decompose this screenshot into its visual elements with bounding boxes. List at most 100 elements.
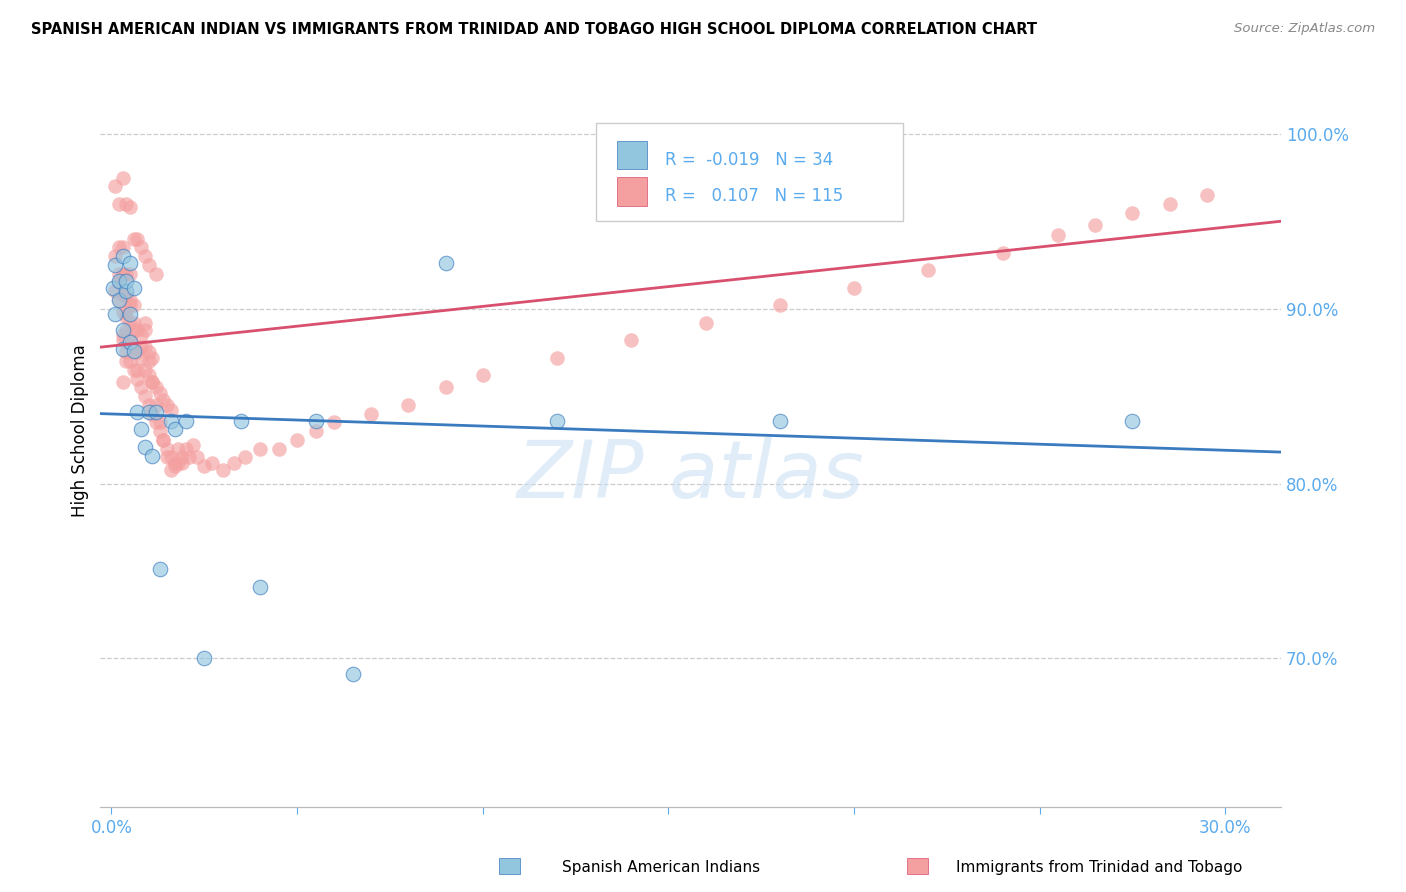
Point — [115, 323, 138, 337]
Point — [1195, 188, 1218, 202]
Point — [111, 267, 134, 281]
Point — [769, 298, 792, 312]
Point — [122, 323, 145, 337]
Point — [138, 398, 160, 412]
Point — [103, 281, 125, 295]
Point — [249, 442, 271, 456]
Point — [186, 450, 208, 465]
Point — [141, 351, 163, 365]
Point — [145, 398, 167, 412]
Point — [141, 375, 163, 389]
Point — [141, 407, 163, 421]
Point — [156, 442, 179, 456]
Point — [108, 293, 131, 307]
Point — [115, 310, 138, 325]
Point — [546, 351, 568, 365]
Point — [127, 323, 149, 337]
Point — [118, 354, 141, 368]
Point — [360, 407, 382, 421]
Point — [108, 276, 131, 290]
Point — [104, 179, 127, 194]
Point — [118, 333, 141, 347]
Point — [620, 333, 643, 347]
Point — [546, 414, 568, 428]
Point — [108, 240, 131, 254]
Point — [434, 380, 457, 394]
Text: Spanish American Indians: Spanish American Indians — [562, 860, 761, 874]
Text: R =   0.107   N = 115: R = 0.107 N = 115 — [665, 187, 844, 205]
Point — [111, 333, 134, 347]
Point — [167, 456, 190, 470]
Point — [108, 274, 131, 288]
Point — [118, 336, 141, 351]
Point — [134, 249, 156, 263]
Point — [167, 442, 190, 456]
Point — [398, 398, 420, 412]
Point — [111, 249, 134, 263]
Point — [134, 389, 156, 403]
Point — [174, 442, 197, 456]
Point — [434, 256, 457, 270]
Text: SPANISH AMERICAN INDIAN VS IMMIGRANTS FROM TRINIDAD AND TOBAGO HIGH SCHOOL DIPLO: SPANISH AMERICAN INDIAN VS IMMIGRANTS FR… — [31, 22, 1038, 37]
Point — [129, 422, 152, 436]
Point — [145, 380, 167, 394]
Point — [233, 450, 256, 465]
Point — [108, 267, 131, 281]
Point — [149, 562, 172, 576]
Point — [115, 287, 138, 301]
Point — [118, 293, 141, 307]
Point — [163, 456, 186, 470]
Point — [181, 438, 204, 452]
Point — [160, 450, 183, 465]
Point — [1084, 218, 1107, 232]
Point — [201, 456, 224, 470]
Point — [695, 316, 717, 330]
Point — [991, 245, 1014, 260]
FancyBboxPatch shape — [596, 123, 903, 220]
Point — [152, 433, 174, 447]
Point — [769, 414, 792, 428]
Point — [108, 293, 131, 307]
Point — [160, 414, 183, 428]
Point — [152, 433, 174, 447]
Point — [111, 305, 134, 319]
Point — [129, 380, 152, 394]
Text: ZIP atlas: ZIP atlas — [517, 437, 865, 516]
Point — [305, 414, 328, 428]
Point — [118, 256, 141, 270]
Text: Immigrants from Trinidad and Tobago: Immigrants from Trinidad and Tobago — [956, 860, 1243, 874]
Point — [118, 267, 141, 281]
Point — [323, 415, 346, 429]
Point — [267, 442, 290, 456]
Point — [118, 298, 141, 312]
Point — [149, 424, 172, 438]
Point — [193, 651, 215, 665]
Point — [134, 363, 156, 377]
Point — [111, 327, 134, 342]
Point — [115, 196, 138, 211]
Point — [104, 307, 127, 321]
Point — [163, 458, 186, 473]
Point — [141, 449, 163, 463]
Point — [115, 305, 138, 319]
Point — [111, 170, 134, 185]
Point — [122, 316, 145, 330]
Point — [122, 281, 145, 295]
Point — [134, 340, 156, 354]
Point — [127, 405, 149, 419]
Point — [127, 363, 149, 377]
Point — [111, 342, 134, 356]
Point — [134, 440, 156, 454]
Point — [138, 354, 160, 368]
Point — [104, 258, 127, 272]
Point — [118, 307, 141, 321]
Point — [212, 462, 235, 476]
Point — [127, 345, 149, 359]
Point — [138, 258, 160, 272]
Point — [118, 334, 141, 349]
Point — [104, 284, 127, 298]
Point — [1121, 205, 1143, 219]
Point — [163, 422, 186, 436]
Bar — [617, 178, 647, 205]
Point — [174, 414, 197, 428]
